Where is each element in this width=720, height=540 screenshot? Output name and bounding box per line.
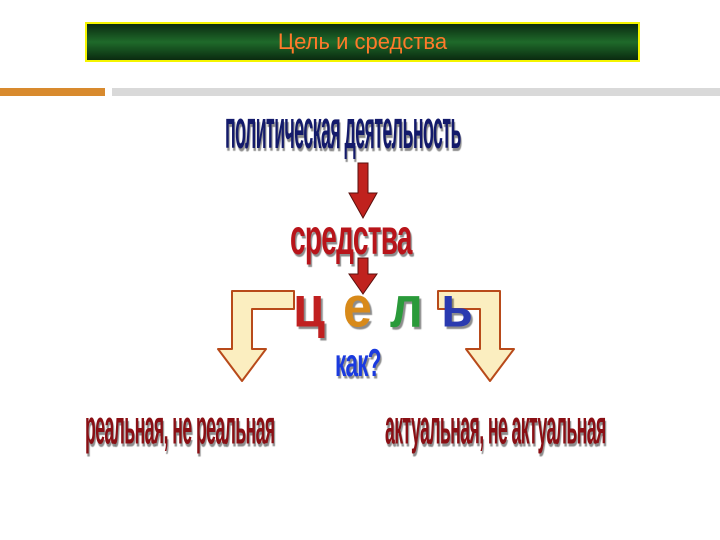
goal-letter-1: е [343,275,390,341]
slide: { "title": { "text": "Цель и средства", … [0,0,720,540]
arrow-bent-left [214,287,294,387]
node-how: как? [335,342,381,386]
goal-letter-0: ц [293,275,343,341]
node-goal: цель [293,275,491,341]
node-real: реальная, не реальная [85,400,275,456]
title-banner: Цель и средства [85,22,640,62]
node-actual: актуальная, не актуальная [385,400,606,456]
goal-letter-3: ь [441,275,491,341]
goal-letter-2: л [390,275,441,341]
node-political-activity: политическая деятельность [225,100,461,162]
title-text: Цель и средства [278,29,447,55]
accent-bar-left [0,88,105,96]
accent-bar-right [112,88,720,96]
